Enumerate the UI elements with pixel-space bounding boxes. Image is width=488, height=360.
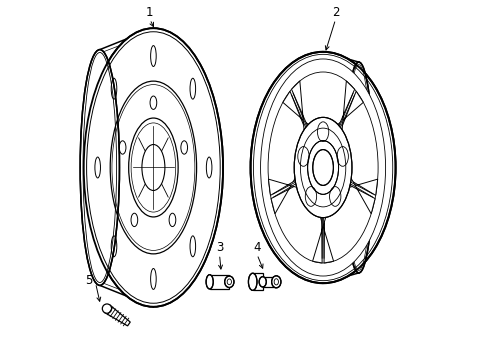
Text: 4: 4 (253, 241, 260, 255)
Text: 5: 5 (85, 274, 93, 287)
Ellipse shape (224, 276, 233, 288)
Polygon shape (334, 81, 354, 143)
Polygon shape (268, 177, 304, 195)
Ellipse shape (248, 273, 257, 291)
Polygon shape (270, 169, 302, 214)
FancyBboxPatch shape (209, 275, 229, 289)
Polygon shape (312, 205, 329, 263)
Ellipse shape (344, 62, 372, 273)
Text: 3: 3 (215, 241, 223, 255)
Polygon shape (316, 205, 333, 263)
Text: 2: 2 (331, 6, 339, 19)
Ellipse shape (205, 275, 213, 289)
Polygon shape (291, 81, 310, 143)
Polygon shape (282, 91, 315, 137)
Ellipse shape (312, 150, 333, 185)
Polygon shape (344, 169, 374, 214)
Ellipse shape (307, 141, 338, 194)
Polygon shape (330, 91, 363, 137)
Ellipse shape (83, 28, 223, 307)
Ellipse shape (271, 276, 281, 288)
Text: 1: 1 (146, 6, 153, 19)
Polygon shape (104, 305, 130, 326)
Ellipse shape (294, 117, 351, 218)
Polygon shape (341, 177, 377, 195)
FancyBboxPatch shape (262, 277, 276, 287)
Ellipse shape (260, 59, 385, 276)
FancyBboxPatch shape (252, 273, 262, 291)
Circle shape (102, 304, 111, 313)
Ellipse shape (80, 50, 119, 285)
Ellipse shape (259, 277, 266, 287)
Ellipse shape (250, 52, 395, 283)
Ellipse shape (260, 59, 385, 276)
